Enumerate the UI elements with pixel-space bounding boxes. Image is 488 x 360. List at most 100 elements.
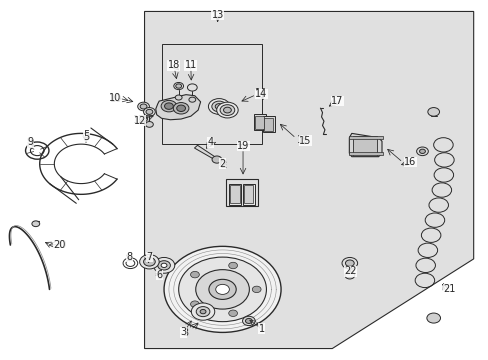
Bar [348,136,383,139]
Text: 11: 11 [184,60,197,70]
Circle shape [208,99,229,114]
Circle shape [173,103,188,114]
Text: 17: 17 [330,96,343,106]
Text: 14: 14 [255,88,267,98]
Circle shape [341,257,357,269]
Circle shape [164,103,173,109]
Text: 22: 22 [344,266,356,276]
Text: 12: 12 [133,115,145,125]
Circle shape [158,261,170,270]
Text: 18: 18 [167,60,180,70]
Circle shape [195,270,249,309]
Circle shape [245,319,252,323]
Bar [244,185,253,203]
Bar [242,184,254,205]
Circle shape [140,104,147,109]
Text: 2: 2 [220,159,226,170]
Text: 13: 13 [211,10,224,20]
Text: 9: 9 [28,138,34,147]
Polygon shape [194,145,218,161]
Circle shape [200,310,205,314]
Text: 1: 1 [258,324,264,334]
Text: 16: 16 [404,157,416,167]
Text: 3: 3 [180,327,186,337]
Bar [228,184,241,205]
Circle shape [153,257,174,273]
Circle shape [208,279,236,300]
Text: 16: 16 [404,157,416,167]
Circle shape [176,105,185,112]
Circle shape [344,272,354,279]
Circle shape [216,102,238,118]
Text: 22: 22 [344,266,356,276]
Text: 20: 20 [53,239,65,249]
Text: 21: 21 [442,284,454,294]
Circle shape [228,310,237,316]
Text: 14: 14 [255,89,267,99]
Circle shape [215,284,229,294]
Text: 15: 15 [299,136,311,145]
Circle shape [223,107,231,113]
Text: 7: 7 [146,252,152,262]
Circle shape [419,149,425,153]
Bar [348,152,383,155]
Circle shape [212,156,222,163]
Circle shape [175,95,182,100]
Text: 6: 6 [156,271,163,281]
Text: 4: 4 [208,137,214,147]
Text: 17: 17 [330,96,343,106]
Bar [161,44,261,144]
Circle shape [215,104,223,109]
Circle shape [178,257,266,321]
Circle shape [32,221,40,226]
Polygon shape [263,116,275,132]
Circle shape [345,260,353,266]
Polygon shape [156,95,200,120]
Circle shape [252,286,261,293]
Circle shape [163,246,281,332]
Circle shape [220,105,234,116]
Text: 10: 10 [109,93,121,103]
Circle shape [161,263,166,267]
Circle shape [190,301,199,307]
Circle shape [161,100,176,112]
Circle shape [190,271,199,278]
Bar [254,116,264,130]
Circle shape [427,108,439,116]
Circle shape [188,97,195,102]
Text: 6: 6 [156,270,162,280]
Circle shape [242,316,255,325]
Circle shape [145,122,153,127]
Circle shape [140,255,159,269]
Text: 21: 21 [442,284,454,294]
Text: 12: 12 [133,116,145,126]
Text: 13: 13 [211,10,224,20]
Text: 19: 19 [237,141,249,151]
Text: 8: 8 [126,252,132,262]
Bar [230,185,239,203]
Circle shape [146,109,153,114]
Text: 2: 2 [220,159,226,170]
Circle shape [173,82,183,90]
Circle shape [175,84,181,88]
Polygon shape [144,12,473,348]
Circle shape [140,116,147,122]
Text: 8: 8 [126,252,133,262]
Text: 7: 7 [144,252,151,262]
Circle shape [143,108,155,116]
Text: 19: 19 [236,141,249,151]
Bar [263,118,273,131]
Circle shape [196,307,209,317]
Text: 15: 15 [296,135,308,145]
Polygon shape [348,134,381,157]
Text: 4: 4 [207,138,213,147]
Circle shape [191,303,214,320]
Circle shape [211,101,226,112]
Text: 10: 10 [110,94,122,104]
Circle shape [187,84,197,91]
Text: 3: 3 [182,328,188,338]
Circle shape [143,257,155,266]
Circle shape [426,313,440,323]
Text: 5: 5 [83,132,89,142]
Circle shape [138,102,149,111]
